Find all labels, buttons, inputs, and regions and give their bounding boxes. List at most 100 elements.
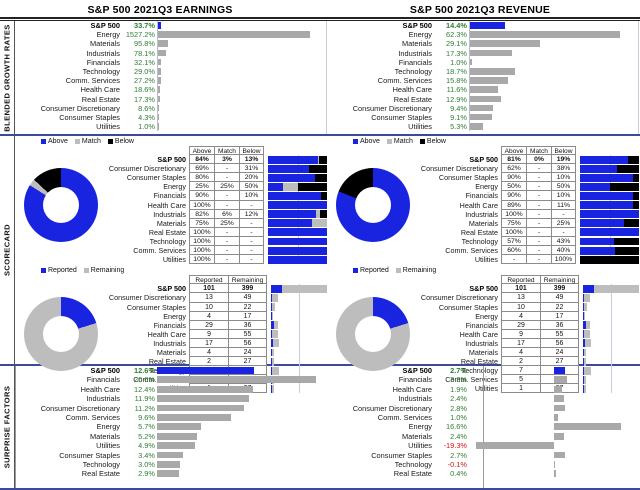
scorecard-row-stacked-bar [268, 237, 327, 246]
section-divider-3 [0, 488, 640, 490]
scorecard-row-bar-track [268, 218, 327, 228]
scorecard-cell-match: - [526, 191, 551, 201]
growth-row: Real Estate 17.3% [15, 94, 327, 104]
scorecard-row-stacked-bar [268, 182, 327, 191]
surprise-chart-earnings: S&P 500 12.6% Financials 20.6% Health Care 12… [15, 366, 327, 488]
bar-seg-match [312, 219, 327, 228]
scorecard-cell-match: - [214, 191, 239, 201]
scorecard-row: Comm. Services 60% -40% [419, 246, 639, 256]
surprise-row-bar [157, 376, 317, 384]
progress-cell-remaining: 17 [228, 311, 267, 321]
surprise-row-label: S&P 500 [90, 366, 120, 375]
scorecard-row-bar-track [268, 173, 327, 183]
growth-row: Financials 1.0% [327, 57, 639, 67]
scorecard-row: Health Care 100% - - [107, 200, 327, 210]
surprise-row-bar [157, 385, 253, 393]
scorecard-row: Energy 25% 25% 50% [107, 182, 327, 192]
growth-row: Utilities 5.3% [327, 122, 639, 132]
scorecard-cell-above: 57% [501, 236, 526, 247]
scorecard-row-stacked-bar [580, 164, 639, 173]
progress-row-bar-track [271, 338, 327, 348]
surprise-row-bar [157, 404, 244, 412]
scorecard-row: Materials 75% -25% [419, 218, 639, 228]
progress-row-bar-reported [271, 339, 273, 348]
progress-row-label: Technology [461, 366, 498, 376]
progress-row-label: Energy [475, 311, 498, 321]
surprise-row-bar-track [157, 441, 327, 450]
surprise-row-bar [554, 395, 564, 403]
scorecard-row-bar-track [268, 227, 327, 237]
progress-row: S&P 500 101 399 [107, 284, 327, 294]
revenue-panel-title: S&P 500 2021Q3 REVENUE [409, 4, 551, 16]
growth-row-value: 33.7% [134, 21, 155, 30]
growth-row-label: Health Care [392, 85, 432, 95]
growth-row-label: Consumer Staples [371, 112, 432, 122]
progress-row-label: S&P 500 [469, 284, 498, 294]
scorecard-row-label: Technology [461, 236, 498, 246]
growth-row-bar-track [469, 48, 639, 58]
surprise-row-bar [553, 460, 555, 468]
bar-seg-below [633, 192, 639, 200]
donut-chart-revenue-progress [336, 297, 410, 372]
progress-header-row: Reported Remaining [107, 275, 327, 285]
surprise-row: Health Care 1.9% [327, 385, 639, 394]
scorecard-cell-above: 80% [189, 173, 214, 183]
growth-row-bar [470, 104, 493, 112]
growth-row-label: Comm. Services [65, 76, 120, 86]
progress-row-bar [583, 294, 590, 302]
legend-progress-revenue: Reported Remaining [327, 265, 639, 275]
surprise-row-label: Technology [82, 459, 120, 469]
progress-cell-remaining: 17 [540, 311, 579, 321]
growth-row-label: Materials [402, 39, 432, 49]
progress-header-barcell [583, 275, 639, 284]
growth-row: Industrials 78.1% [15, 48, 327, 58]
scorecard-row-label: Financials [153, 191, 186, 201]
scorecard-row-bar-track [268, 200, 327, 210]
scorecard-cell-below: 13% [239, 155, 264, 165]
scorecard-row-stacked-bar [580, 192, 639, 200]
scorecard-row-bar-track [268, 164, 327, 174]
progress-row-label: Real Estate [460, 357, 498, 367]
progress-cell-remaining: 56 [540, 338, 579, 348]
surprise-row-label: Financials [398, 375, 432, 385]
surprise-row-label: Consumer Staples [371, 450, 432, 460]
surprise-row-bar [157, 432, 198, 440]
scorecard-row-stacked-bar [580, 173, 639, 182]
scorecard-cell-below: 25% [551, 218, 576, 228]
growth-row-bar-track [469, 122, 639, 132]
scorecard-row: Consumer Staples 80% -20% [107, 173, 327, 183]
scorecard-header-spacer [419, 146, 501, 155]
growth-row: Utilities 1.0% [15, 122, 327, 132]
scorecard-row-stacked-bar [580, 182, 639, 191]
progress-cell-reported: 29 [189, 320, 228, 330]
scorecard-row-bar-track [580, 255, 639, 265]
progress-cell-remaining: 399 [540, 284, 579, 294]
surprise-row: Utilities -19.3% [327, 441, 639, 450]
progress-row: Consumer Discretionary 13 49 [419, 293, 639, 303]
progress-row-bar-reported [583, 330, 584, 339]
surprise-row-label: Consumer Discretionary [40, 403, 120, 413]
progress-cell-reported: 2 [189, 357, 228, 367]
growth-row-label: Comm. Services [377, 76, 432, 86]
progress-row-bar-track [271, 284, 327, 294]
bar-seg-above [580, 164, 617, 173]
growth-row-value: 78.1% [134, 48, 155, 58]
growth-row-bar [158, 86, 160, 93]
scorecard-row-label: Real Estate [148, 227, 186, 237]
scorecard-row-label: Technology [149, 236, 186, 246]
growth-row-value: 95.8% [134, 39, 155, 49]
growth-row-label: Health Care [80, 85, 120, 95]
surprise-row-value: -19.3% [443, 441, 467, 451]
growth-row-bar-track [157, 122, 327, 132]
scorecard-cell-below: 10% [551, 173, 576, 183]
progress-row-bar-reported [271, 321, 275, 330]
progress-row-bar-track [271, 347, 327, 358]
progress-row-label: Energy [163, 311, 186, 321]
surprise-row-label: Technology [394, 459, 432, 469]
scorecard-row-label: Energy [475, 182, 498, 192]
growth-row-bar-track [157, 112, 327, 123]
growth-row-bar [470, 22, 505, 29]
progress-cell-reported: 9 [189, 329, 228, 339]
scorecard-row: Energy 50% -50% [419, 182, 639, 192]
scorecard-cell-above: 75% [189, 218, 214, 228]
